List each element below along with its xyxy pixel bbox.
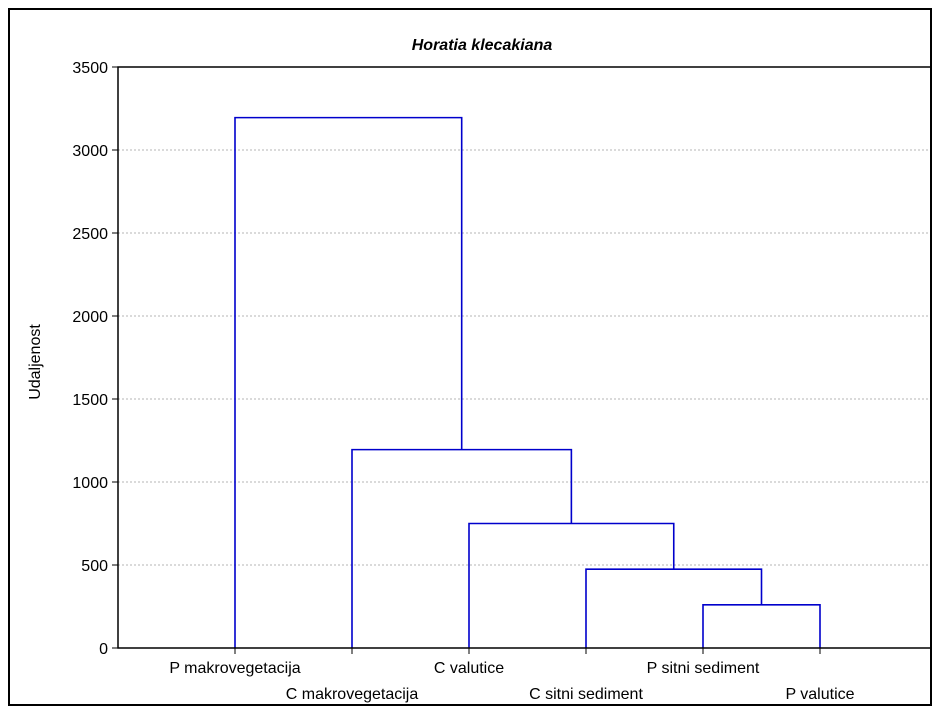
dendrogram-chart: Horatia klecakiana Udaljenost 0 500 1000 15…	[27, 37, 936, 703]
gridlines	[118, 149, 935, 566]
y-tick-label: 0	[99, 641, 108, 658]
plot-area	[117, 66, 936, 649]
y-tick-label: 500	[81, 558, 108, 575]
y-tick-label: 2500	[72, 226, 108, 243]
chart-title: Horatia klecakiana	[412, 37, 553, 54]
y-tick-label: 2000	[72, 309, 108, 326]
leaf-label: C valutice	[434, 660, 504, 677]
dendrogram-link	[468, 522, 675, 648]
leaf-label: P makrovegetacija	[169, 660, 300, 677]
y-axis-label: Udaljenost	[27, 324, 44, 400]
dendrogram-links	[234, 116, 821, 648]
leaf-labels: P makrovegetacija C makrovegetacija C valu…	[169, 648, 855, 703]
y-tick-label: 1000	[72, 475, 108, 492]
chart-frame: Horatia klecakiana Udaljenost 0 500 1000 15…	[8, 8, 936, 706]
dendrogram-link	[702, 604, 821, 648]
leaf-label: P valutice	[785, 686, 854, 703]
dendrogram-link	[585, 568, 763, 648]
y-axis-ticks: 0 500 1000 1500 2000 2500 3000 3500	[72, 60, 118, 658]
dendrogram-link	[351, 448, 573, 648]
y-tick-label: 3500	[72, 60, 108, 77]
leaf-label: C makrovegetacija	[286, 686, 419, 703]
y-tick-label: 1500	[72, 392, 108, 409]
y-tick-label: 3000	[72, 143, 108, 160]
leaf-label: C sitni sediment	[529, 686, 643, 703]
dendrogram-link	[234, 116, 463, 648]
leaf-label: P sitni sediment	[647, 660, 760, 677]
